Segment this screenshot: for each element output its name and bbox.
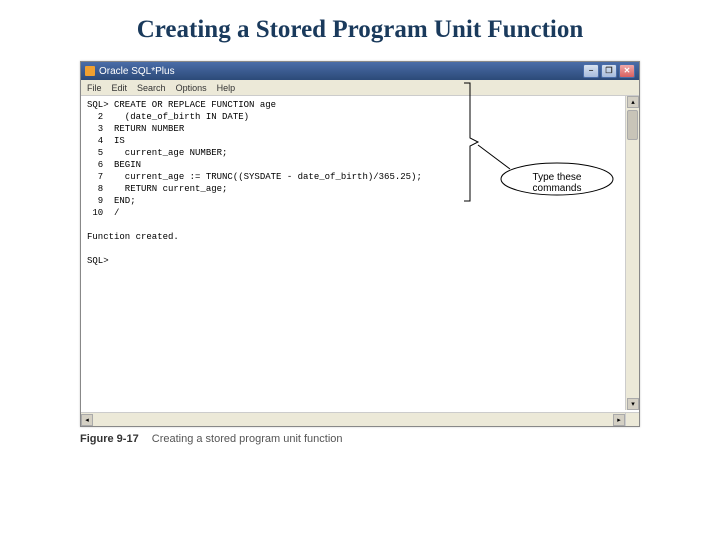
scroll-thumb[interactable] [627,110,638,140]
scroll-right-icon[interactable]: ▸ [613,414,625,426]
window-titlebar: Oracle SQL*Plus − ❐ ✕ [81,62,639,80]
figure-label: Figure 9-17 [80,433,139,445]
scroll-down-icon[interactable]: ▾ [627,398,639,410]
screenshot-container: Oracle SQL*Plus − ❐ ✕ File Edit Search O… [80,61,640,427]
window-controls: − ❐ ✕ [583,64,635,78]
sqlplus-window: Oracle SQL*Plus − ❐ ✕ File Edit Search O… [80,61,640,427]
scrollbar-corner [625,412,639,426]
window-title: Oracle SQL*Plus [99,66,175,77]
close-button[interactable]: ✕ [619,64,635,78]
figure-text: Creating a stored program unit function [152,433,343,445]
minimize-button[interactable]: − [583,64,599,78]
callout-label: Type these commands [507,172,607,194]
maximize-button[interactable]: ❐ [601,64,617,78]
scroll-left-icon[interactable]: ◂ [81,414,93,426]
menu-file[interactable]: File [87,83,102,93]
menu-search[interactable]: Search [137,83,166,93]
menu-bar: File Edit Search Options Help [81,80,639,96]
menu-help[interactable]: Help [217,83,236,93]
vertical-scrollbar[interactable]: ▴ ▾ [625,96,639,410]
scroll-up-icon[interactable]: ▴ [627,96,639,108]
figure-caption: Figure 9-17 Creating a stored program un… [80,433,640,445]
horizontal-scrollbar[interactable]: ◂ ▸ [81,412,625,426]
terminal-area[interactable]: SQL> CREATE OR REPLACE FUNCTION age 2 (d… [81,96,639,426]
slide-title: Creating a Stored Program Unit Function [0,0,720,56]
menu-options[interactable]: Options [176,83,207,93]
menu-edit[interactable]: Edit [112,83,128,93]
app-icon [85,66,95,76]
